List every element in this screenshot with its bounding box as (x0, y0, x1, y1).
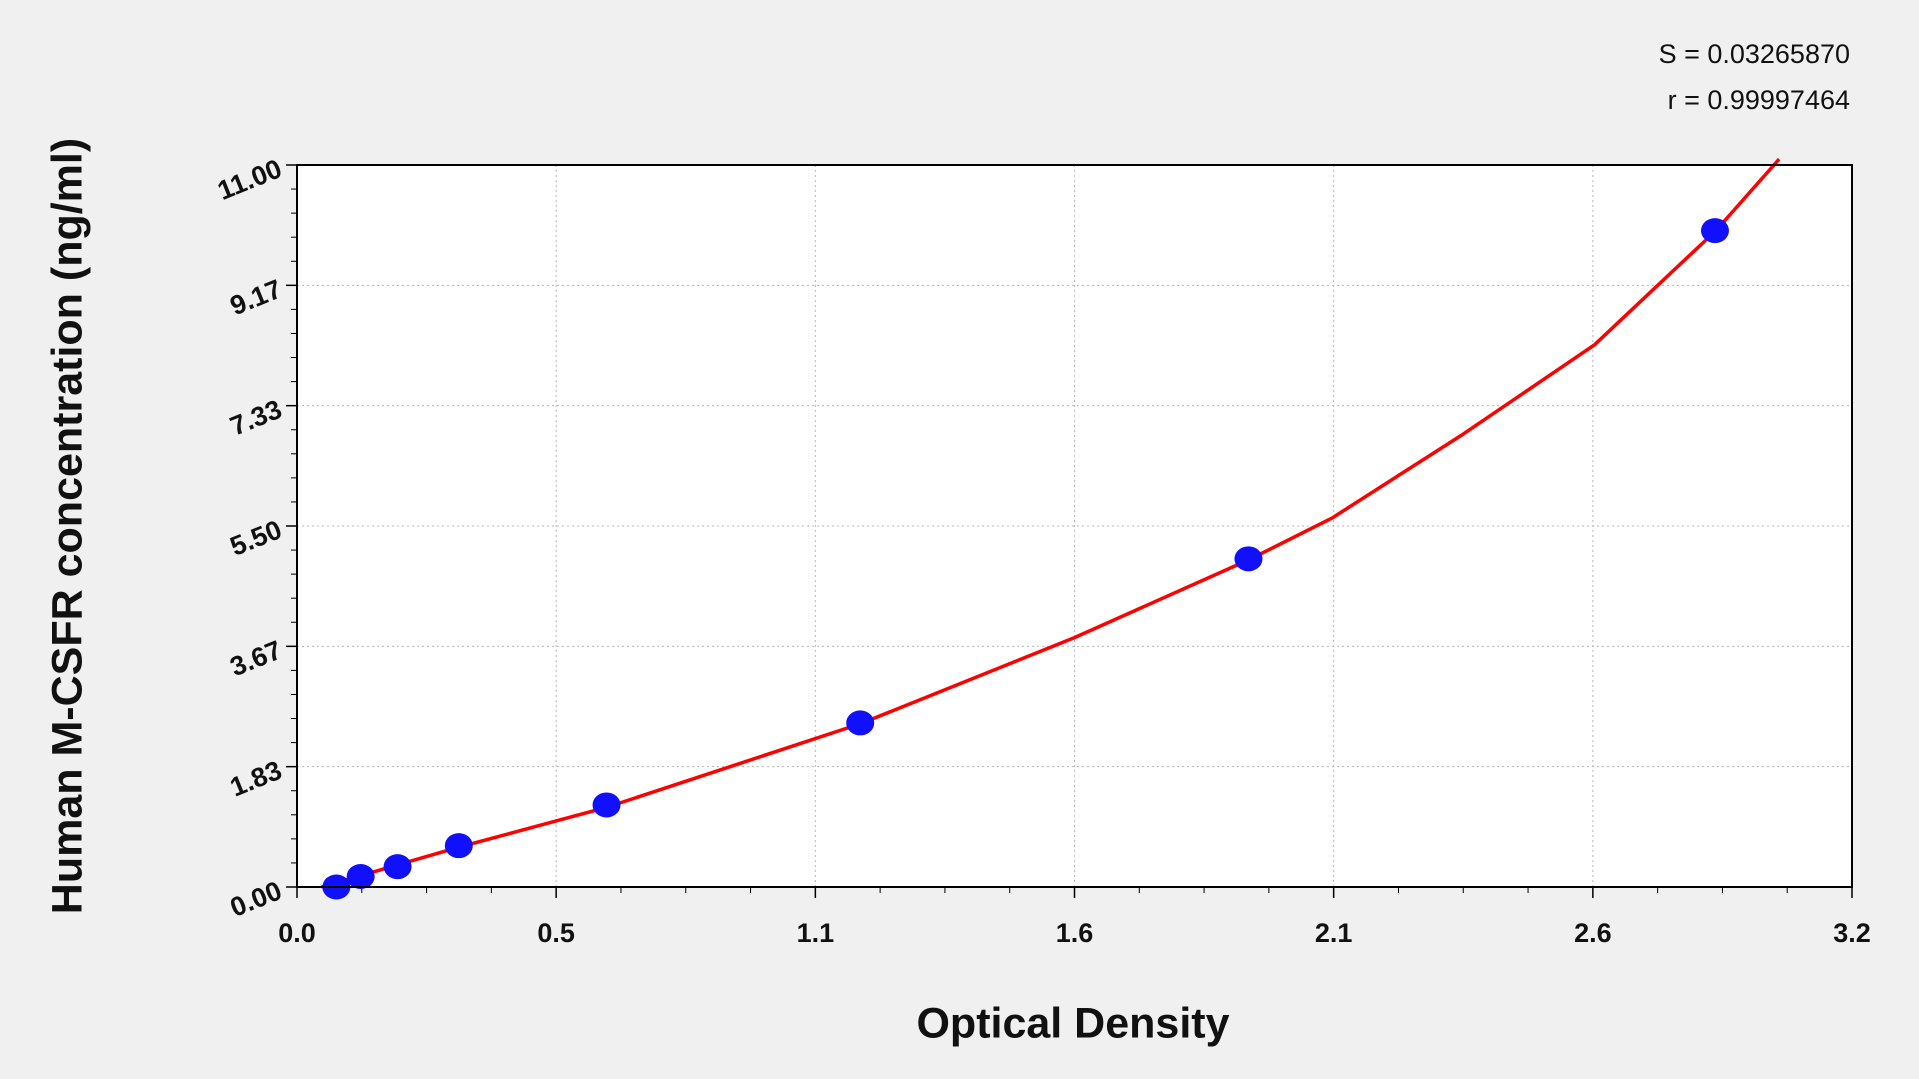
data-point (1234, 546, 1263, 572)
data-point (846, 710, 875, 736)
data-point (1700, 218, 1729, 244)
annotation: r = 0.99997464 (1668, 85, 1850, 115)
x-tick-label: 0.5 (537, 918, 575, 948)
x-axis-title: Optical Density (916, 999, 1229, 1047)
data-point (592, 792, 621, 818)
y-axis-title: Human M-CSFR concentration (ng/ml) (43, 138, 91, 914)
data-point (383, 854, 412, 880)
plot-border (296, 164, 1853, 888)
x-tick-label: 2.6 (1574, 918, 1612, 948)
data-point (444, 833, 473, 859)
x-tick-label: 2.1 (1315, 918, 1353, 948)
x-tick-label: 1.6 (1056, 918, 1094, 948)
x-tick-label: 0.0 (278, 918, 316, 948)
data-point (346, 863, 375, 889)
x-tick-label: 1.1 (797, 918, 835, 948)
x-tick-label: 3.2 (1833, 918, 1871, 948)
annotation: S = 0.03265870 (1659, 39, 1850, 69)
